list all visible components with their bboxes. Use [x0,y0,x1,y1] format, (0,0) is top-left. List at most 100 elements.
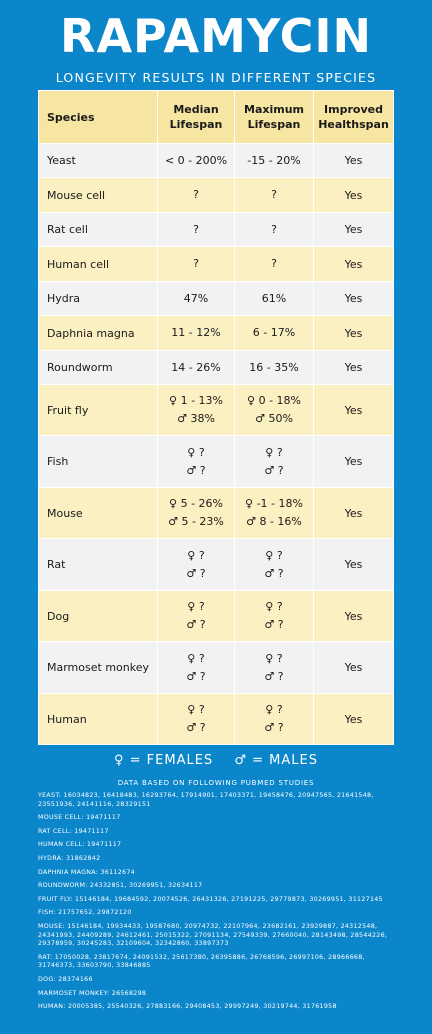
median-lifespan-cell: 47% [157,281,235,316]
species-cell: Marmoset monkey [38,641,158,694]
species-cell: Hydra [38,281,158,316]
median-value: ♂ ? [186,669,206,683]
table-row: Fish ♀ ? ♂ ? ♀ ? ♂ ? Yes [38,435,394,488]
species-cell: Mouse cell [38,177,158,213]
maximum-value: ♂ ? [264,618,284,631]
median-lifespan-cell: 11 - 12% [157,315,235,351]
median-value: < 0 - 200% [164,153,228,167]
median-value: ? [193,257,199,270]
median-value: ♀ ? [187,703,205,716]
reference-entry: HUMAN: 20005385, 25540326, 27883166, 294… [38,1003,337,1011]
maximum-value: ♀ ? [265,600,283,613]
median-value: 47% [183,291,209,305]
healthspan-cell: Yes [313,281,394,316]
maximum-value: ♂ ? [264,669,284,683]
median-lifespan-cell: 14 - 26% [157,350,235,385]
healthspan-cell: Yes [313,177,394,213]
median-value: ? [193,188,199,201]
table-row: Yeast < 0 - 200% -15 - 20% Yes [38,143,394,178]
table-row: Human cell?? Yes [38,246,394,282]
species-cell: Rat [38,538,158,591]
maximum-value: ? [271,257,277,270]
results-table: Species Median Lifespan Maximum Lifespan Im… [38,90,394,745]
median-lifespan-cell: ♀ ? ♂ ? [157,693,235,745]
reference-entry: YEAST: 16034823, 16418483, 16293764, 179… [38,792,374,808]
healthspan-cell: Yes [313,315,394,351]
legend-males: ♂ = MALES [234,753,318,768]
reference-entry: RAT CELL: 19471117 [38,827,109,835]
maximum-value: -15 - 20% [247,153,301,167]
maximum-value: ♀ 0 - 18% [247,394,301,407]
healthspan-cell: Yes [313,487,394,539]
median-value: ♀ 5 - 26% [169,497,223,510]
maximum-lifespan-cell: ♀ -1 - 18% ♂ 8 - 16% [234,487,314,539]
results-table-container: Species Median Lifespan Maximum Lifespan Im… [38,90,394,745]
median-lifespan-cell: ♀ ? ♂ ? [157,435,235,488]
median-lifespan-cell: ♀ ? ♂ ? [157,641,235,694]
table-row: Mouse cell?? Yes [38,177,394,213]
median-lifespan-cell: ? [157,246,235,282]
healthspan-cell: Yes [313,538,394,591]
page-title: RAPAMYCIN [60,9,372,63]
maximum-lifespan-cell: ? [234,177,314,213]
maximum-value: ♂ ? [264,463,284,477]
maximum-lifespan-cell: ♀ ? ♂ ? [234,538,314,591]
reference-entry: RAT: 17050028, 23817674, 24091532, 25617… [38,953,365,970]
table-row: Dog ♀ ? ♂ ? ♀ ? ♂ ? Yes [38,590,394,642]
median-lifespan-cell: ? [157,177,235,213]
references-list: YEAST: 16034823, 16418483, 16293764, 179… [38,792,398,1017]
healthspan-cell: Yes [313,246,394,282]
table-row: Daphnia magna 11 - 12% 6 - 17% Yes [38,315,394,351]
maximum-value: ♀ ? [265,548,283,562]
header-improved-healthspan: Improved Healthspan [313,90,394,144]
maximum-lifespan-cell: ♀ 0 - 18% ♂ 50% [234,384,314,436]
median-value: ♀ ? [187,600,205,613]
maximum-value: 61% [261,291,287,305]
median-value: 14 - 26% [171,360,221,374]
table-row: Marmoset monkey ♀ ? ♂ ? ♀ ? ♂ ? Yes [38,641,394,694]
maximum-value: 6 - 17% [252,326,296,339]
species-cell: Rat cell [38,212,158,247]
maximum-value: ♂ ? [264,721,284,734]
reference-entry: FRUIT FLY: 15146184, 19684592, 20074526,… [38,895,383,903]
table-body: Yeast < 0 - 200% -15 - 20% Yes Mouse cell?? Y… [38,143,394,745]
median-lifespan-cell: < 0 - 200% [157,143,235,178]
legend-females: ♀ = FEMALES [114,753,214,768]
maximum-value: ♀ ? [265,445,283,459]
species-cell: Human cell [38,246,158,282]
maximum-lifespan-cell: 61% [234,281,314,316]
median-value: ♂ ? [186,721,206,734]
median-value: ♀ ? [187,548,205,562]
table-row: Human ♀ ? ♂ ? ♀ ? ♂ ? Yes [38,693,394,745]
maximum-value: ? [271,222,277,236]
median-value: ♂ 5 - 23% [168,515,224,528]
species-cell: Human [38,693,158,745]
median-lifespan-cell: ♀ ? ♂ ? [157,590,235,642]
maximum-lifespan-cell: ♀ ? ♂ ? [234,693,314,745]
maximum-lifespan-cell: 16 - 35% [234,350,314,385]
reference-entry: HYDRA: 31862842 [38,854,101,862]
median-value: ? [193,222,199,236]
species-cell: Fruit fly [38,384,158,436]
maximum-value: ♀ -1 - 18% [245,497,303,510]
maximum-lifespan-cell: ♀ ? ♂ ? [234,590,314,642]
table-header-row: Species Median Lifespan Maximum Lifespan Im… [38,90,394,144]
maximum-lifespan-cell: ? [234,246,314,282]
healthspan-cell: Yes [313,350,394,385]
maximum-value: 16 - 35% [249,360,299,374]
healthspan-cell: Yes [313,384,394,436]
header-species: Species [38,90,158,144]
reference-entry: HUMAN CELL: 19471117 [38,841,122,849]
median-value: ♂ ? [186,618,206,631]
table-row: Fruit fly ♀ 1 - 13% ♂ 38% ♀ 0 - 18% ♂ 50% Yes [38,384,394,436]
references-title: DATA BASED ON FOLLOWING PUBMED STUDIES [117,779,315,787]
table-row: Hydra 47% 61% Yes [38,281,394,316]
median-value: ♂ ? [186,566,206,580]
maximum-value: ♂ 50% [255,412,293,425]
gender-legend: ♀ = FEMALES ♂ = MALES [0,753,432,768]
table-row: Mouse ♀ 5 - 26% ♂ 5 - 23% ♀ -1 - 18% ♂ 8 - 1… [38,487,394,539]
median-lifespan-cell: ♀ 5 - 26% ♂ 5 - 23% [157,487,235,539]
species-cell: Mouse [38,487,158,539]
maximum-lifespan-cell: ♀ ? ♂ ? [234,435,314,488]
maximum-value: ? [271,188,277,201]
